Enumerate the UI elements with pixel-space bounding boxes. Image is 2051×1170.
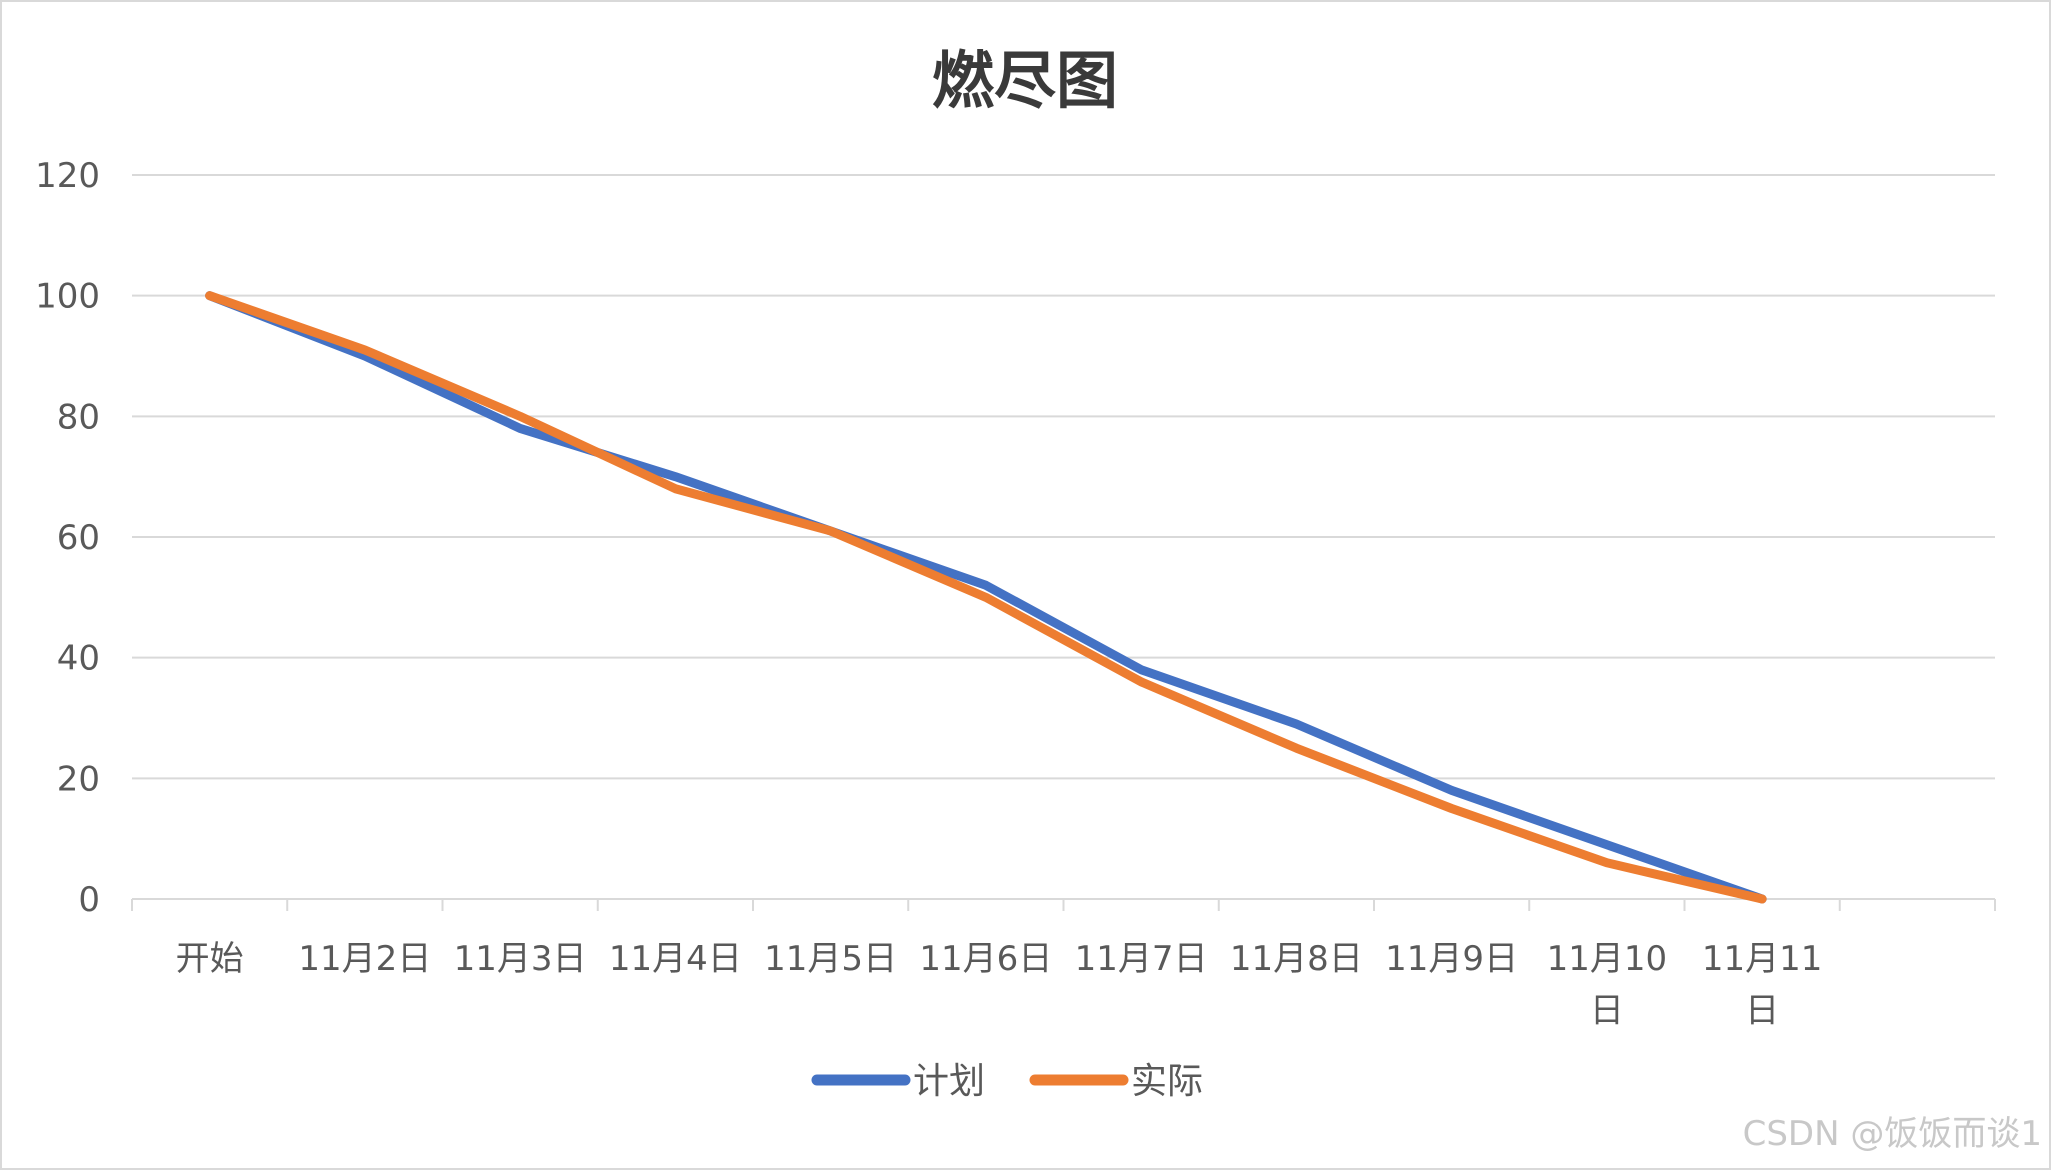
x-tick-label: 11月7日 bbox=[1075, 939, 1208, 979]
x-tick-label-line: 11月6日 bbox=[919, 939, 1052, 979]
x-tick-label-line: 11月9日 bbox=[1385, 939, 1518, 979]
x-tick-label-line: 11月2日 bbox=[298, 939, 431, 979]
x-tick-label-line: 11月3日 bbox=[454, 939, 587, 979]
x-tick-label: 11月8日 bbox=[1230, 939, 1363, 979]
series-line-0 bbox=[205, 291, 1767, 904]
y-tick-label: 80 bbox=[57, 397, 100, 437]
x-tick-label: 11月10 日 bbox=[1547, 939, 1668, 1031]
y-tick-label: 60 bbox=[57, 518, 100, 558]
x-tick-label-line: 11月10 bbox=[1547, 939, 1668, 979]
x-tick-label: 11月11 日 bbox=[1702, 939, 1823, 1031]
x-tick-label-line: 11月11 bbox=[1702, 939, 1823, 979]
x-tick-label-line: 日 bbox=[1590, 991, 1624, 1031]
watermark-text: CSDN @饭饭而谈1 bbox=[1743, 1114, 2042, 1154]
axes: 0 20 40 60 80 100 120 开始 11月2日 11月3日 11月4日 11月5日 11月… bbox=[35, 156, 1996, 1031]
x-tick-label: 11月6日 bbox=[919, 939, 1052, 979]
y-tick-label: 0 bbox=[78, 880, 100, 920]
gridlines bbox=[132, 174, 1995, 780]
legend: 计划 实际 bbox=[811, 1061, 1203, 1102]
x-tick-label: 开始 bbox=[176, 939, 244, 979]
y-tick-label: 40 bbox=[57, 639, 100, 679]
x-tick-label-line: 11月5日 bbox=[764, 939, 897, 979]
legend-label: 实际 bbox=[1131, 1061, 1203, 1102]
y-tick-label: 120 bbox=[35, 156, 100, 196]
series-lines bbox=[205, 291, 1767, 904]
x-tick-label: 11月3日 bbox=[454, 939, 587, 979]
y-tick-label: 20 bbox=[57, 759, 100, 799]
x-tick-label-line: 日 bbox=[1745, 991, 1779, 1031]
x-tick-label-line: 11月8日 bbox=[1230, 939, 1363, 979]
x-tick-label: 11月2日 bbox=[298, 939, 431, 979]
x-tick-label: 11月5日 bbox=[764, 939, 897, 979]
x-tick-label-line: 开始 bbox=[176, 939, 244, 979]
series-line-1 bbox=[205, 291, 1767, 904]
y-tick-label: 100 bbox=[35, 277, 100, 317]
x-tick-label: 11月4日 bbox=[609, 939, 742, 979]
x-tick-label-line: 11月7日 bbox=[1075, 939, 1208, 979]
chart-title: 燃尽图 bbox=[932, 44, 1118, 117]
legend-label: 计划 bbox=[913, 1061, 985, 1102]
x-tick-label: 11月9日 bbox=[1385, 939, 1518, 979]
x-tick-label-line: 11月4日 bbox=[609, 939, 742, 979]
